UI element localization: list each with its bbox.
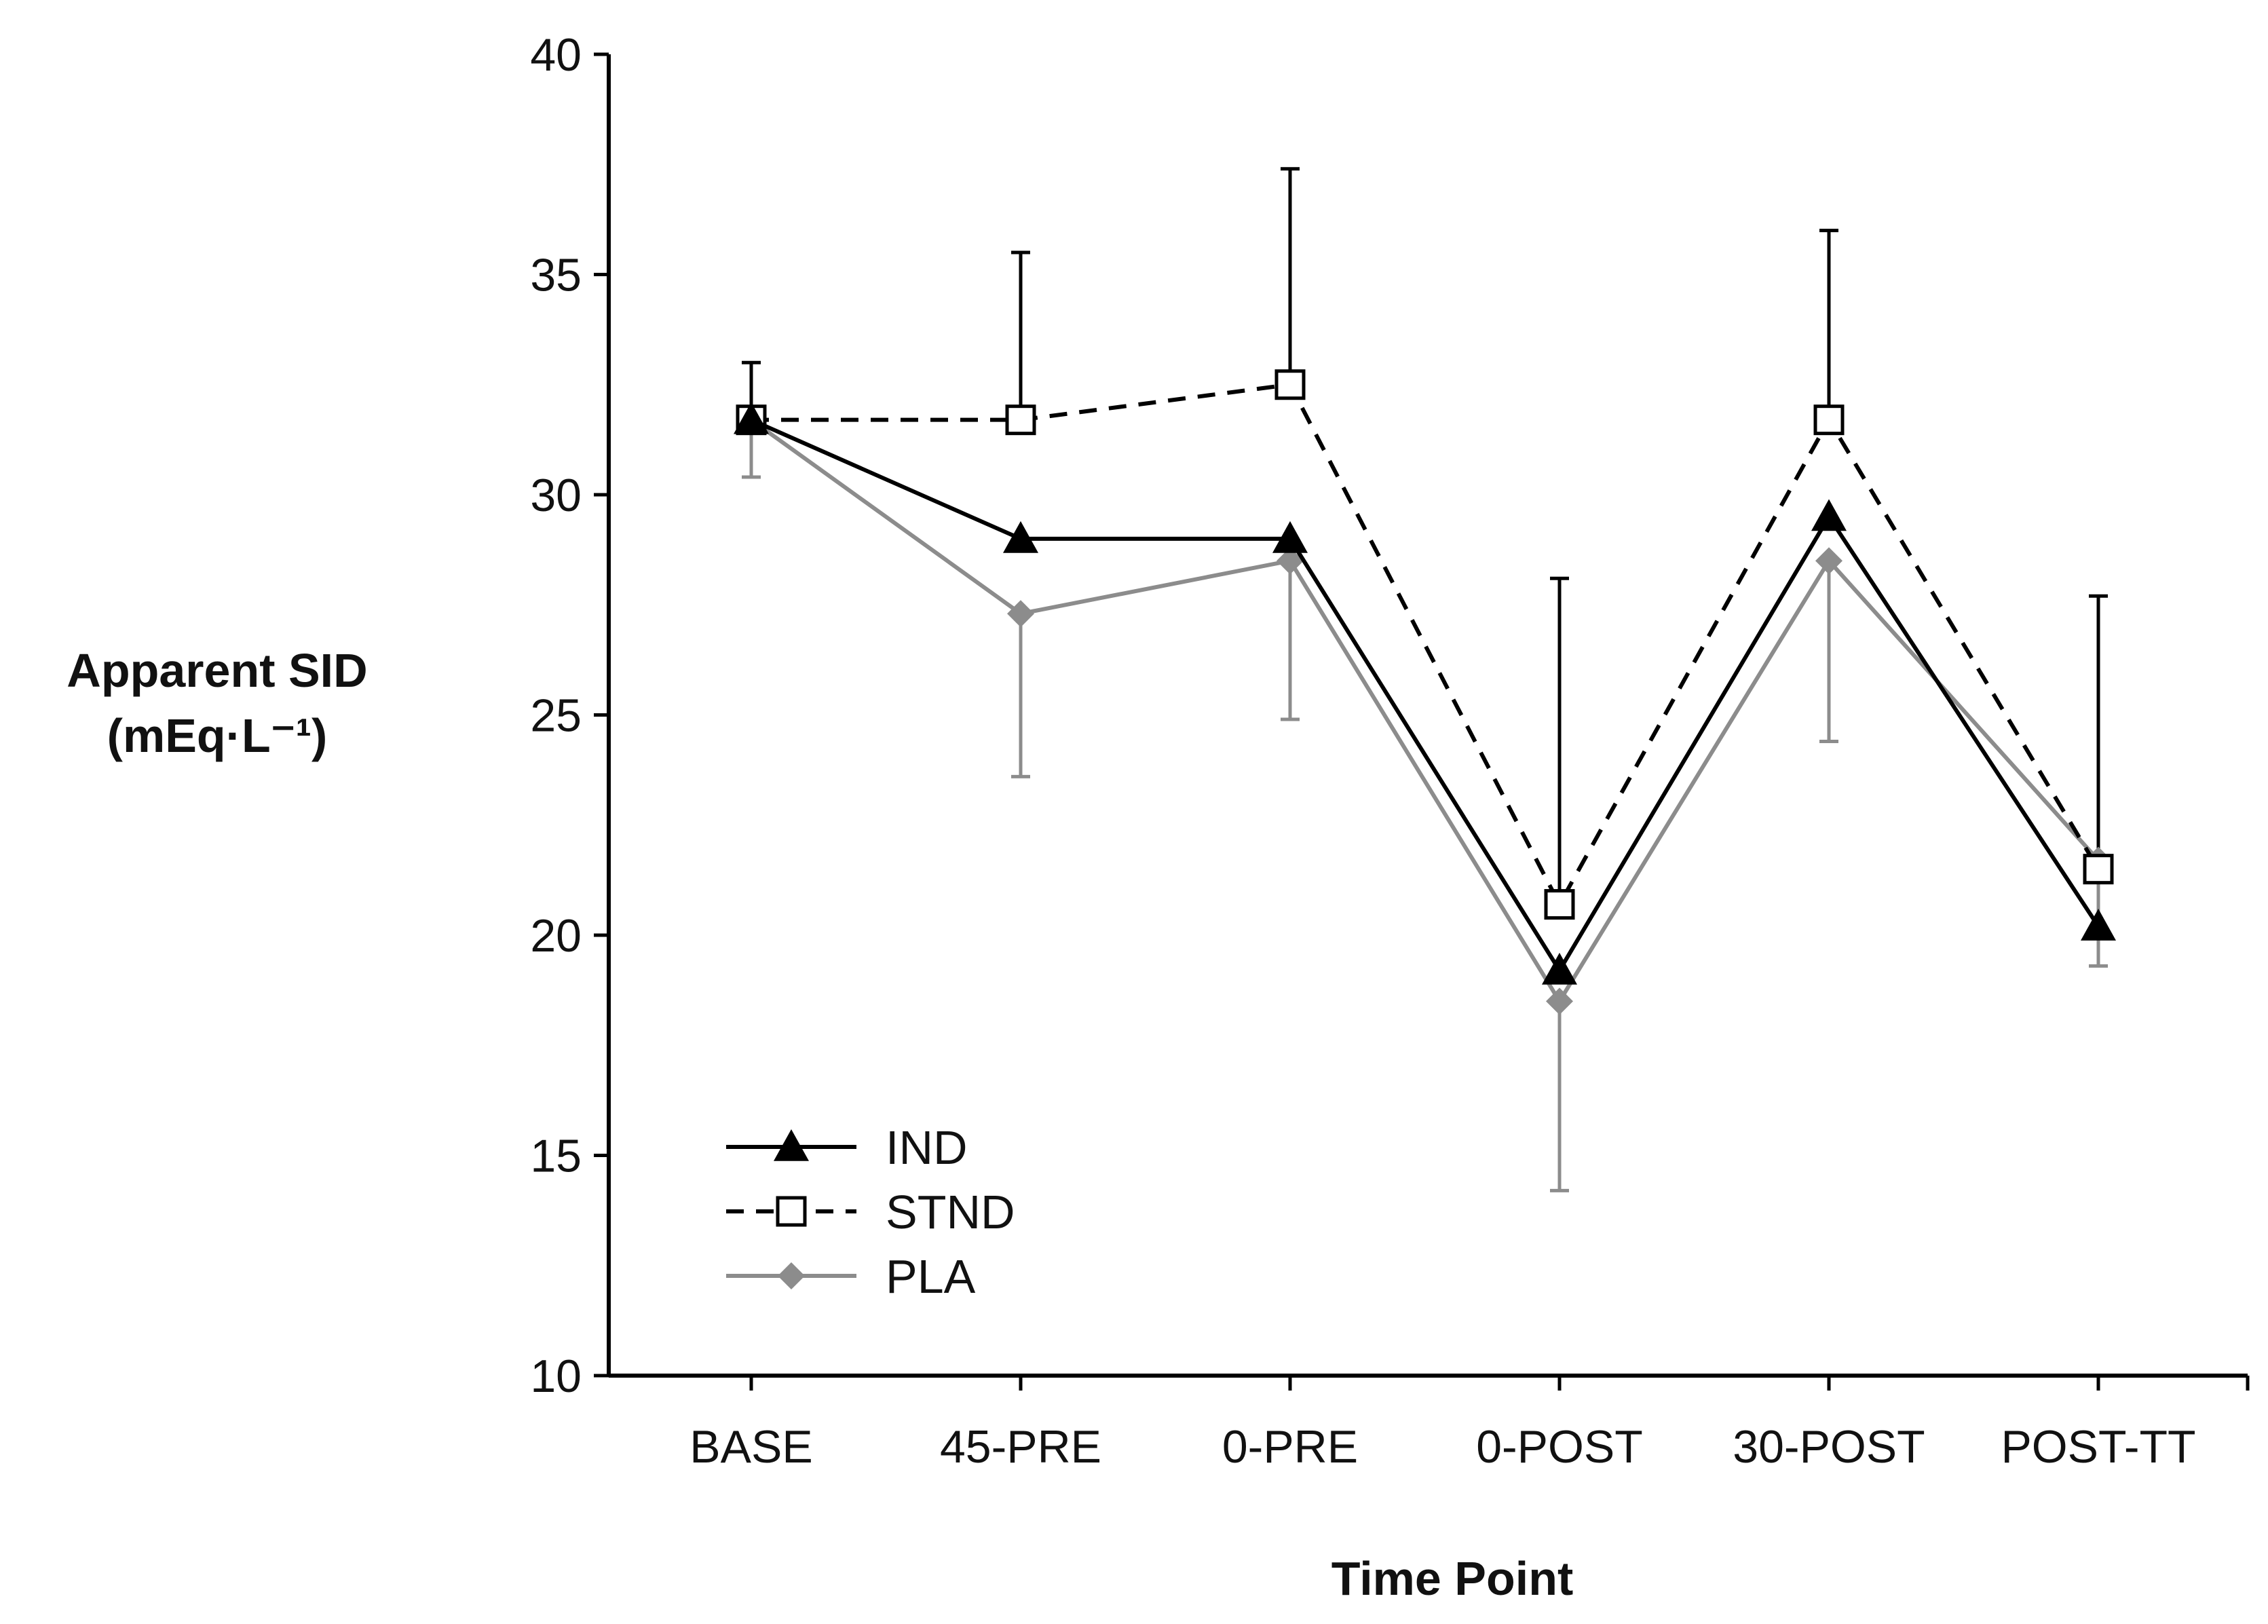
point-stnd-5 (1813, 404, 1845, 436)
point-ind-5 (1811, 499, 1847, 531)
x-axis-title: Time Point (1331, 1552, 1574, 1605)
legend: IND STND PLA (726, 1121, 1015, 1303)
y-tick-label-30: 30 (530, 470, 582, 521)
x-tick-label-4: 0-POST (1476, 1421, 1643, 1473)
point-pla-2 (1007, 600, 1034, 628)
y-tick-label-15: 15 (530, 1131, 582, 1182)
point-pla-3 (1277, 547, 1304, 575)
point-ind-4 (1542, 952, 1577, 985)
point-ind-6 (2081, 909, 2116, 941)
y-axis-title-line-2: (mEq·L⁻¹) (107, 709, 328, 762)
y-tick-label-10: 10 (530, 1351, 582, 1402)
point-pla-4 (1546, 987, 1573, 1015)
series-ind-line (750, 417, 2100, 975)
x-tick-label-1: BASE (689, 1421, 812, 1473)
series-stnd-line (751, 382, 2100, 909)
legend-label-pla: PLA (886, 1250, 976, 1303)
point-ind-1 (734, 402, 769, 434)
y-tick-label-35: 35 (530, 250, 582, 301)
legend-marker-pla (778, 1262, 805, 1289)
x-axis: BASE 45-PRE 0-PRE 0-POST 30-POST POST-TT (609, 1374, 2250, 1473)
point-pla-5 (1815, 547, 1842, 575)
x-tick-label-6: POST-TT (2001, 1421, 2195, 1473)
series-pla-error-bars (742, 419, 2108, 1192)
series-stnd-error-bars (1011, 167, 2108, 905)
legend-marker-stnd (776, 1196, 807, 1227)
legend-marker-ind (774, 1129, 809, 1161)
y-tick-label-25: 25 (530, 690, 582, 742)
y-axis: 10 15 20 25 30 35 40 (530, 29, 611, 1402)
point-stnd-6 (2083, 854, 2114, 885)
y-tick-label-20: 20 (530, 910, 582, 962)
point-stnd-2 (1005, 404, 1036, 436)
series-ind (734, 402, 2116, 985)
y-tick-label-40: 40 (530, 29, 582, 81)
point-ind-3 (1272, 521, 1308, 553)
y-axis-title-line-1: Apparent SID (67, 644, 367, 697)
point-ind-2 (1003, 521, 1038, 553)
series-layer (734, 167, 2116, 1192)
series-pla-line (750, 418, 2100, 1006)
legend-label-ind: IND (886, 1121, 968, 1174)
legend-label-stnd: STND (886, 1186, 1015, 1239)
series-pla (738, 406, 2112, 1015)
point-stnd-3 (1274, 369, 1306, 400)
x-tick-label-3: 0-PRE (1222, 1421, 1358, 1473)
x-tick-label-5: 30-POST (1733, 1421, 1925, 1473)
point-stnd-4 (1544, 889, 1575, 920)
x-tick-label-2: 45-PRE (940, 1421, 1101, 1473)
